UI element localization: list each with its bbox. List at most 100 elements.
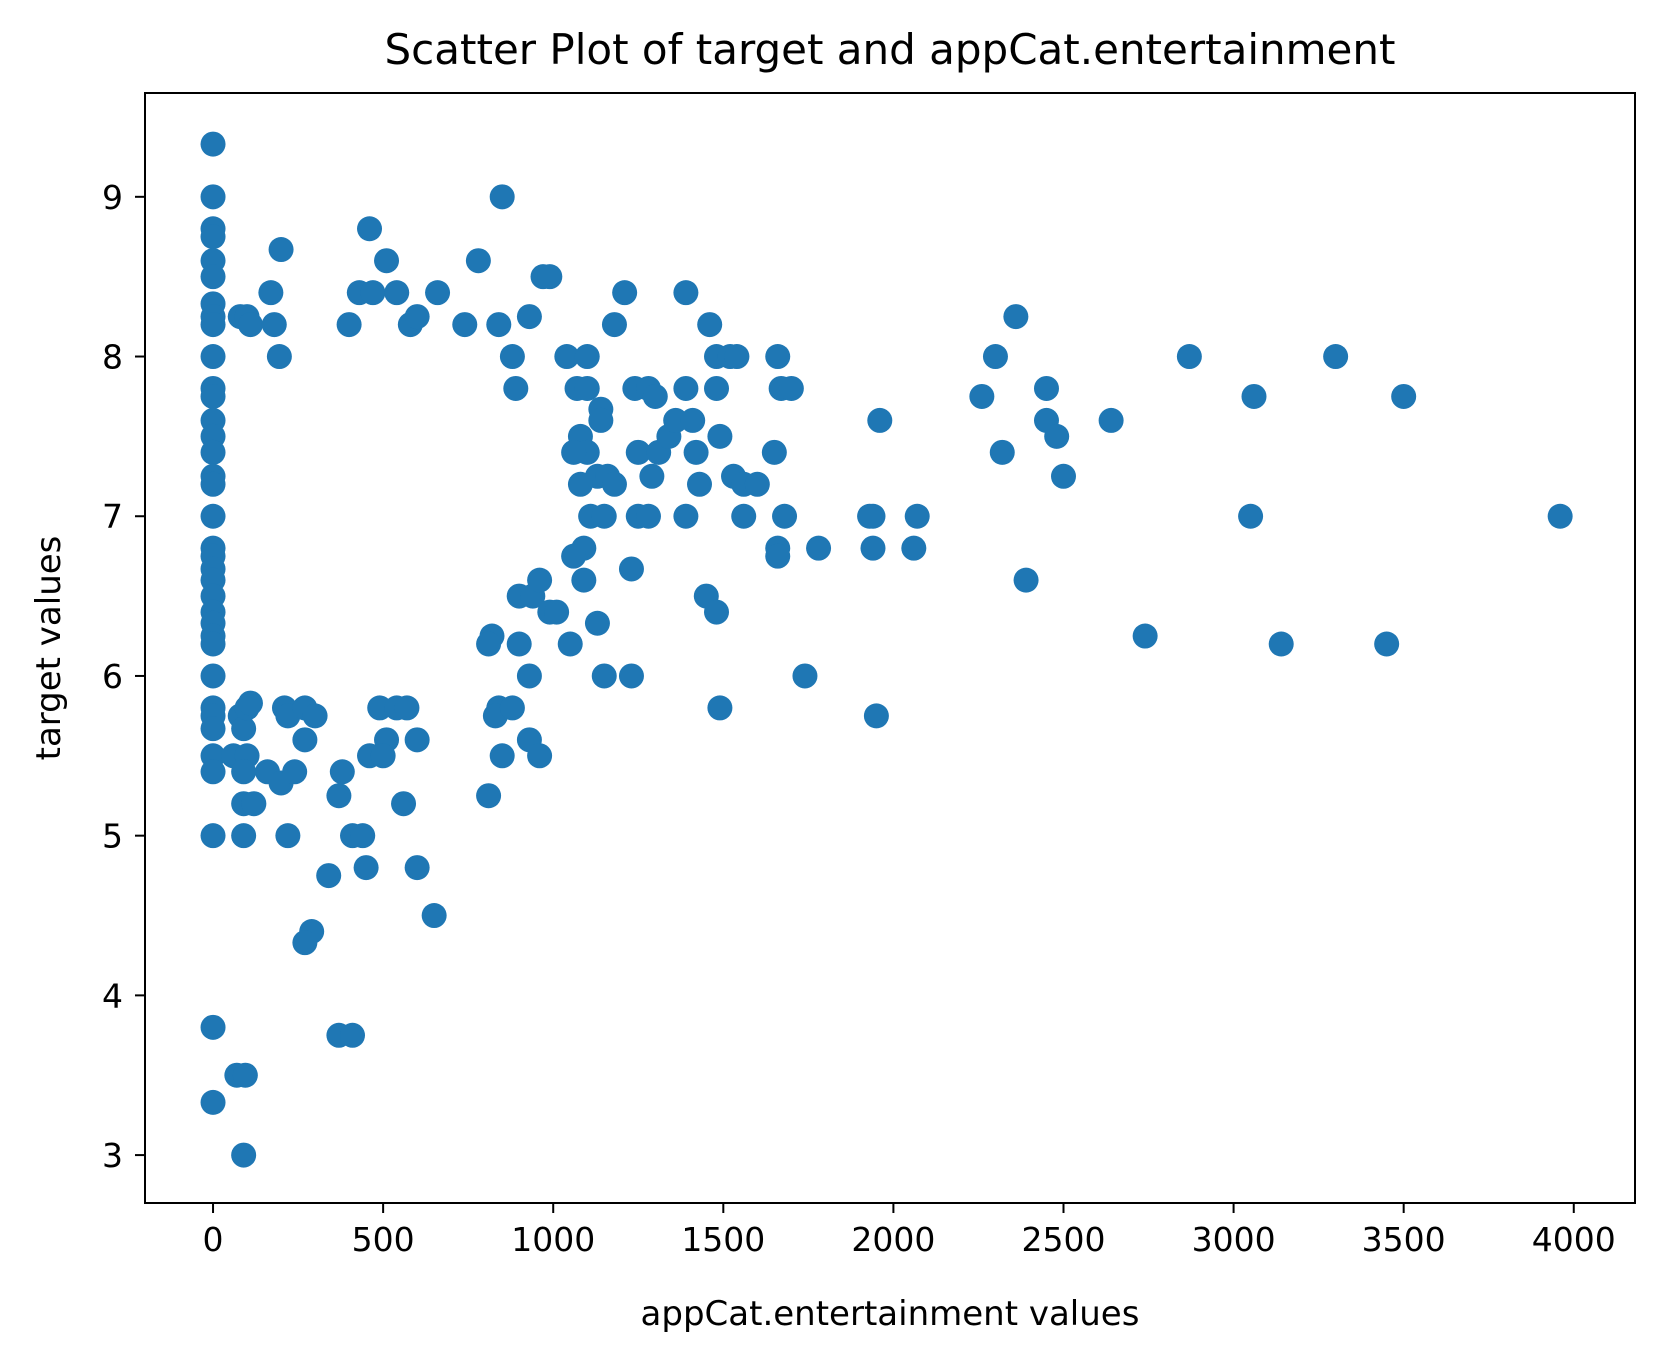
data-point [561,439,587,465]
data-point [1033,375,1059,401]
data-point [1268,631,1294,657]
data-point [527,743,553,769]
data-point [901,535,927,561]
y-tick-label: 4 [102,976,123,1015]
data-point [673,280,699,306]
data-point [486,312,512,338]
data-point [642,383,668,409]
data-point [724,344,750,370]
data-point [237,690,263,716]
data-point [765,344,791,370]
data-point [232,1062,258,1088]
data-point [200,1089,226,1115]
data-point [704,375,730,401]
data-point [200,184,226,210]
data-point [353,855,379,881]
data-point [200,503,226,529]
data-point [404,304,430,330]
data-point [200,1014,226,1040]
x-tick-label: 2000 [851,1220,935,1259]
data-point [489,184,515,210]
data-point [860,535,886,561]
data-point [499,695,525,721]
data-point [969,383,995,409]
x-tick-label: 2500 [1022,1220,1106,1259]
data-point [697,312,723,338]
y-axis-label: target values [29,536,69,761]
data-point [231,716,257,742]
data-point [200,224,226,250]
data-point [683,439,709,465]
data-point [489,743,515,769]
data-point [421,903,447,929]
data-point [200,312,226,338]
data-point [744,471,770,497]
data-point [618,556,644,582]
data-point [425,280,451,306]
data-point [200,344,226,370]
data-point [200,131,226,157]
data-point [1176,344,1202,370]
data-point [625,439,651,465]
data-point [241,791,267,817]
data-point [360,280,386,306]
points-layer [200,131,1573,1168]
data-point [292,930,318,956]
data-point [452,312,478,338]
data-point [1323,344,1349,370]
plot-frame [144,92,1636,1204]
data-point [989,439,1015,465]
y-tick-label: 5 [102,817,123,856]
data-point [772,503,798,529]
data-point [384,280,410,306]
data-point [237,312,263,338]
data-point [680,407,706,433]
data-point [639,463,665,489]
data-point [673,503,699,529]
data-point [404,727,430,753]
x-tick-label: 3000 [1192,1220,1276,1259]
data-point [336,312,362,338]
data-point [1391,383,1417,409]
data-point [316,863,342,889]
data-point [867,407,893,433]
data-point [792,663,818,689]
data-point [554,344,580,370]
data-point [231,759,257,785]
data-point [1547,503,1573,529]
data-point [516,304,542,330]
data-point [567,471,593,497]
x-tick-label: 0 [203,1220,224,1259]
data-point [982,344,1008,370]
data-point [584,610,610,636]
data-point [635,503,661,529]
data-point [261,312,287,338]
data-point [370,743,396,769]
data-point [1238,503,1264,529]
data-point [704,599,730,625]
data-point [465,248,491,274]
data-point [326,783,352,809]
data-point [340,1022,366,1048]
data-point [231,1142,257,1168]
data-point [275,823,301,849]
data-point [1098,407,1124,433]
data-point [707,423,733,449]
data-point [292,727,318,753]
data-point [516,663,542,689]
data-point [588,407,614,433]
data-point [357,216,383,242]
x-tick-label: 500 [352,1220,415,1259]
data-point [1050,463,1076,489]
data-point [506,631,532,657]
data-point [537,264,563,290]
x-tick-label: 1000 [511,1220,595,1259]
data-point [527,567,553,593]
data-point [1003,304,1029,330]
data-point [476,783,502,809]
data-point [1241,383,1267,409]
data-point [329,759,355,785]
data-point [200,823,226,849]
data-point [200,631,226,657]
data-point [1132,623,1158,649]
